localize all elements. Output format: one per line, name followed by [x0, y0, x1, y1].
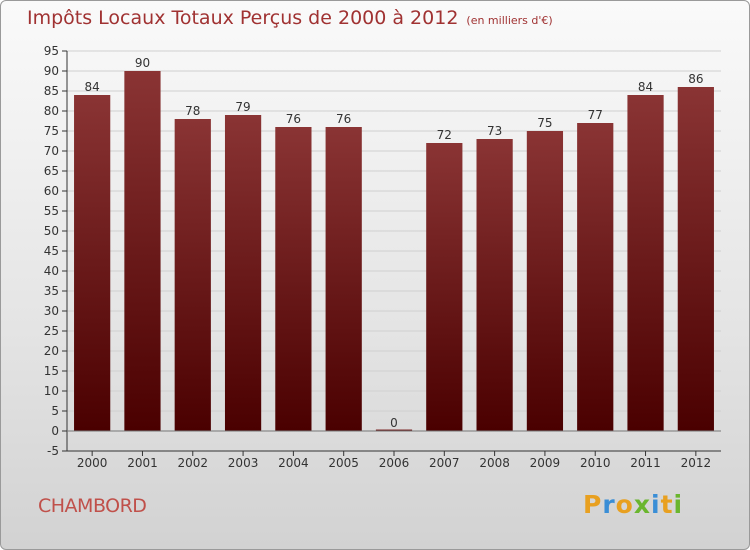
- data-label-2011: 84: [638, 80, 653, 94]
- data-label-2010: 77: [588, 108, 603, 122]
- logo-part: i: [651, 490, 661, 519]
- bar-2004: [275, 127, 312, 431]
- bar-2012: [677, 87, 714, 431]
- y-tick-label: 70: [44, 144, 59, 158]
- y-tick-label: 75: [44, 124, 59, 138]
- bar-2005: [325, 127, 362, 431]
- y-tick-label: 35: [44, 284, 59, 298]
- data-label-2002: 78: [185, 104, 200, 118]
- x-tick-label-2006: 2006: [379, 456, 410, 470]
- chart-title: Impôts Locaux Totaux Perçus de 2000 à 20…: [27, 7, 553, 29]
- y-tick-label: 20: [44, 344, 59, 358]
- y-axis: -5 0 5 10 15 20 25 30 35 40 45 50 55 60 65 70 75 80 85 90 95: [44, 44, 68, 458]
- x-tick-label-2010: 2010: [580, 456, 611, 470]
- logo-part: o: [615, 490, 634, 519]
- x-tick-label-2008: 2008: [479, 456, 510, 470]
- data-label-2005: 76: [336, 112, 351, 126]
- x-tick-label-2004: 2004: [278, 456, 309, 470]
- bar-2002: [174, 119, 211, 431]
- bar-2010: [577, 123, 614, 431]
- bar-2011: [627, 95, 664, 431]
- y-tick-label: 5: [51, 404, 59, 418]
- y-tick-label: 25: [44, 324, 59, 338]
- y-tick-label: 40: [44, 264, 59, 278]
- x-tick-label-2009: 2009: [530, 456, 561, 470]
- bar-2008: [476, 139, 513, 431]
- logo-part: x: [633, 490, 651, 519]
- proxiti-logo[interactable]: Proxiti: [583, 490, 683, 519]
- x-tick-label-2003: 2003: [228, 456, 259, 470]
- logo-part: r: [602, 490, 616, 519]
- bar-2007: [426, 143, 463, 431]
- y-tick-label: 90: [44, 64, 59, 78]
- y-tick-label: 10: [44, 384, 59, 398]
- logo-part: t: [660, 490, 674, 519]
- bar-2006: [375, 429, 413, 431]
- data-label-2007: 72: [437, 128, 452, 142]
- y-tick-label: 50: [44, 224, 59, 238]
- y-tick-label: 65: [44, 164, 59, 178]
- logo-part: P: [583, 490, 603, 519]
- data-label-2006: 0: [390, 416, 398, 430]
- y-tick-label: 95: [44, 44, 59, 58]
- y-tick-label: 85: [44, 84, 59, 98]
- y-tick-label: 80: [44, 104, 59, 118]
- bar-2000: [74, 95, 111, 431]
- y-tick-label: 60: [44, 184, 59, 198]
- y-tick-label: 55: [44, 204, 59, 218]
- data-labels: 84 90 78 79 76 76 0 72 73 75 77 84 86: [85, 56, 704, 430]
- y-tick-label: 30: [44, 304, 59, 318]
- data-label-2009: 75: [537, 116, 552, 130]
- y-tick-label: 0: [51, 424, 59, 438]
- title-text: Impôts Locaux Totaux Perçus de 2000 à 20…: [27, 7, 459, 29]
- x-tick-label-2007: 2007: [429, 456, 460, 470]
- x-tick-label-2012: 2012: [681, 456, 712, 470]
- city-name: CHAMBORD: [38, 495, 147, 517]
- y-tick-label: -5: [47, 444, 59, 458]
- data-label-2008: 73: [487, 124, 502, 138]
- data-label-2003: 79: [235, 100, 250, 114]
- logo-part: i: [673, 490, 684, 519]
- grid-lines: [67, 50, 721, 452]
- y-tick-label: 45: [44, 244, 59, 258]
- x-tick-label-2001: 2001: [127, 456, 158, 470]
- x-axis: 2000 2001 2002 2003 2004 2005 2006 2007 2008 2009…: [67, 430, 721, 470]
- bars: [74, 71, 714, 431]
- bar-2003: [224, 115, 262, 431]
- y-tick-label: 15: [44, 364, 59, 378]
- data-label-2001: 90: [135, 56, 150, 70]
- data-label-2012: 86: [688, 72, 703, 86]
- x-tick-label-2002: 2002: [177, 456, 208, 470]
- x-tick-label-2000: 2000: [77, 456, 108, 470]
- bar-2009: [526, 131, 564, 431]
- x-tick-label-2011: 2011: [630, 456, 661, 470]
- data-label-2000: 84: [85, 80, 100, 94]
- bar-2001: [124, 71, 161, 431]
- unit-note: (en milliers d'€): [466, 14, 553, 27]
- x-tick-label-2005: 2005: [328, 456, 359, 470]
- data-label-2004: 76: [286, 112, 301, 126]
